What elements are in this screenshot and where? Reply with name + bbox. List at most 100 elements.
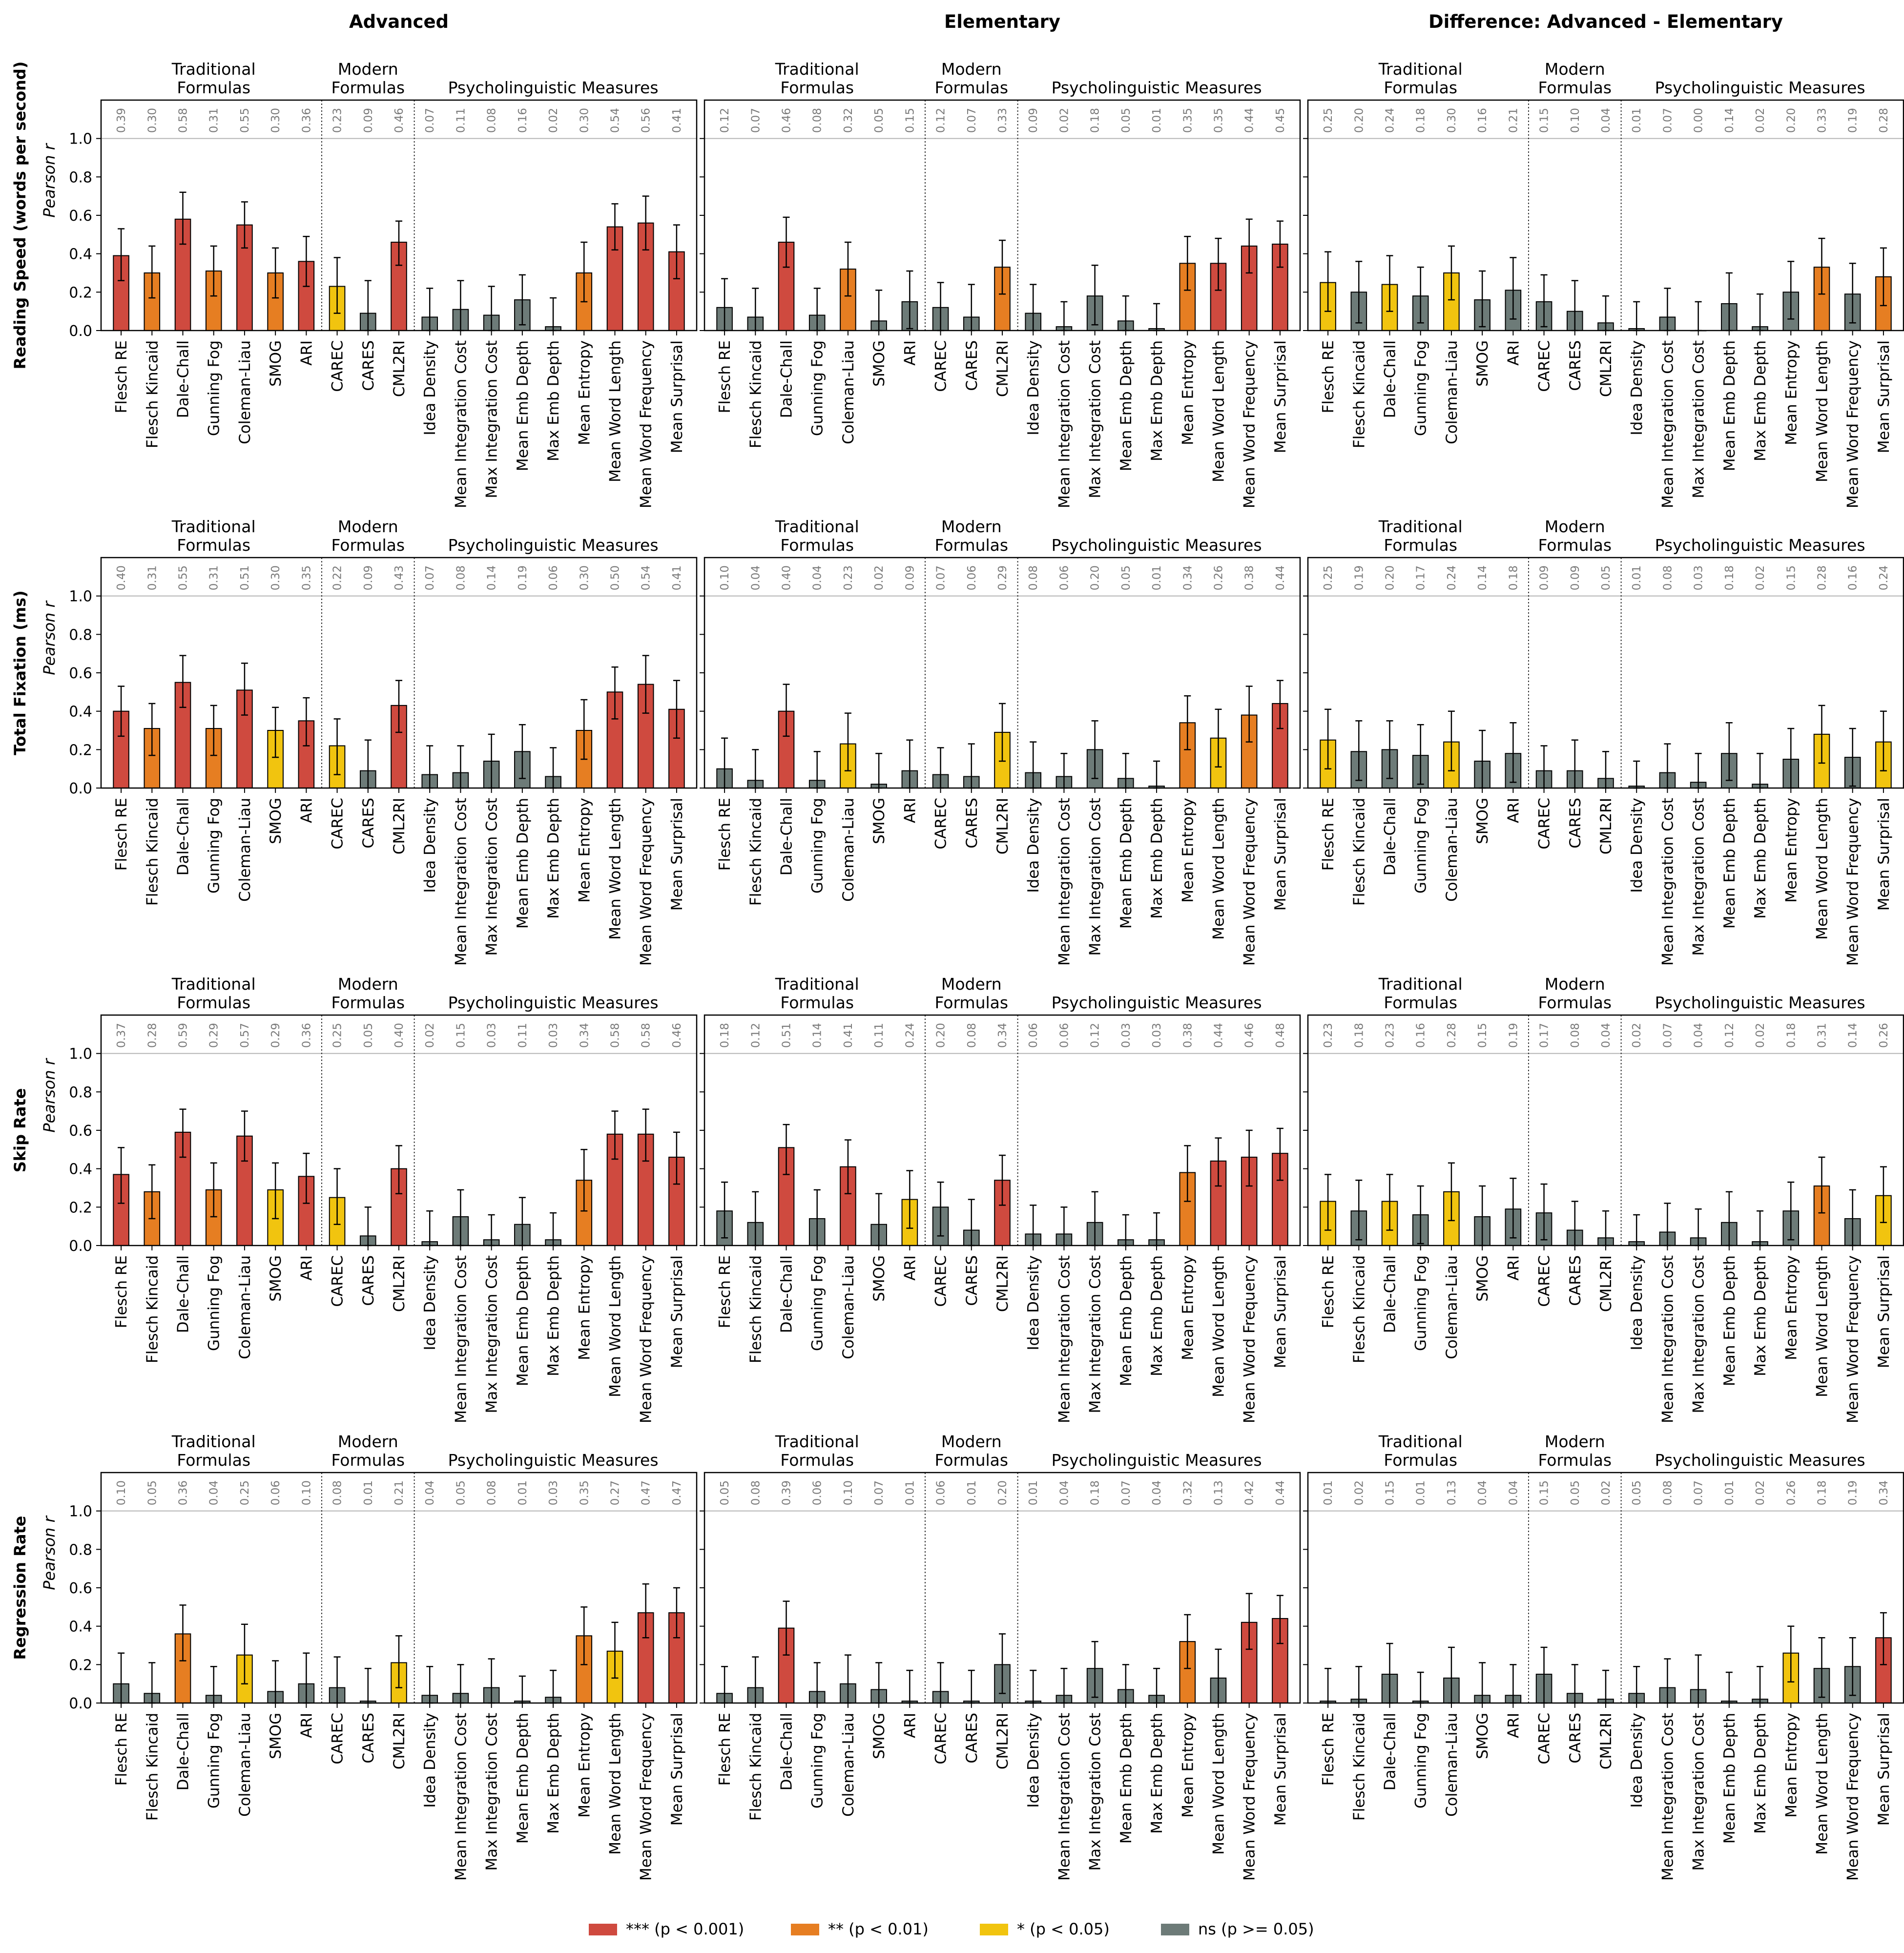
panel-frame bbox=[100, 1472, 698, 1704]
category-label: Dale-Chall bbox=[175, 1713, 192, 1790]
category-label: Coleman-Liau bbox=[236, 798, 254, 902]
category-label: Mean Entropy bbox=[1782, 798, 1800, 903]
value-label: 0.19 bbox=[1847, 108, 1860, 133]
category-label: Mean Word Frequency bbox=[638, 798, 655, 966]
category-label: Flesch RE bbox=[113, 1255, 130, 1328]
value-label: 0.03 bbox=[486, 1023, 498, 1048]
y-tick-label: 0.4 bbox=[69, 1161, 92, 1178]
group-label-line1: Modern bbox=[338, 60, 398, 79]
value-label: 0.13 bbox=[1446, 1480, 1458, 1505]
category-label: Mean Integration Cost bbox=[1055, 340, 1073, 508]
row-title-3: Regression Rate bbox=[11, 1516, 29, 1660]
group-label-line2: Psycholinguistic Measures bbox=[1052, 1451, 1262, 1470]
value-label: 0.07 bbox=[424, 108, 436, 133]
value-label: 0.05 bbox=[146, 1480, 159, 1505]
group-label-line2: Formulas bbox=[1538, 993, 1612, 1012]
value-label: 0.18 bbox=[1785, 1023, 1798, 1048]
category-label: Dale-Chall bbox=[778, 1713, 796, 1790]
value-label: 0.26 bbox=[1878, 1023, 1890, 1048]
value-label: 0.04 bbox=[811, 565, 824, 590]
legend-swatch bbox=[589, 1924, 617, 1935]
category-label: SMOG bbox=[267, 1713, 285, 1759]
group-label-line1: Modern bbox=[1545, 517, 1605, 536]
category-label: Gunning Fog bbox=[1412, 1255, 1430, 1351]
category-label: Mean Surprisal bbox=[1272, 1255, 1289, 1368]
category-label: Coleman-Liau bbox=[1443, 340, 1461, 444]
category-label: Coleman-Liau bbox=[1443, 1713, 1461, 1817]
group-label-line2: Psycholinguistic Measures bbox=[1052, 536, 1262, 555]
group-label-line2: Psycholinguistic Measures bbox=[1052, 993, 1262, 1012]
category-label: Mean Entropy bbox=[576, 340, 593, 445]
value-label: 0.12 bbox=[749, 1023, 762, 1048]
category-label: CML2RI bbox=[994, 1255, 1012, 1312]
category-label: Mean Integration Cost bbox=[1055, 1713, 1073, 1881]
value-label: 0.24 bbox=[1384, 108, 1397, 133]
category-label: Mean Integration Cost bbox=[1659, 1255, 1676, 1423]
value-label: 0.22 bbox=[331, 565, 344, 590]
value-label: 0.18 bbox=[1089, 1480, 1102, 1505]
value-label: 0.25 bbox=[239, 1480, 251, 1505]
value-label: 0.07 bbox=[1661, 108, 1674, 133]
category-label: Flesch RE bbox=[1320, 1255, 1337, 1328]
value-label: 0.14 bbox=[1847, 1023, 1860, 1048]
value-label: 0.11 bbox=[517, 1023, 529, 1048]
category-label: Dale-Chall bbox=[175, 798, 192, 875]
category-label: Mean Word Length bbox=[1210, 1255, 1227, 1397]
value-label: 0.08 bbox=[331, 1480, 344, 1505]
group-label-line2: Formulas bbox=[1538, 536, 1612, 555]
y-tick-label: 0.0 bbox=[69, 780, 92, 797]
value-label: 0.30 bbox=[578, 108, 591, 133]
category-label: Gunning Fog bbox=[1412, 1713, 1430, 1808]
value-label: 0.43 bbox=[393, 565, 406, 590]
category-label: CARES bbox=[1567, 1713, 1584, 1764]
value-label: 0.08 bbox=[1661, 565, 1674, 590]
category-label: Mean Integration Cost bbox=[1055, 798, 1073, 966]
value-label: 0.34 bbox=[1878, 1480, 1890, 1505]
y-tick-label: 0.0 bbox=[69, 1238, 92, 1255]
value-label: 0.20 bbox=[1353, 108, 1366, 133]
category-label: Mean Word Frequency bbox=[1844, 798, 1862, 966]
category-label: Mean Word Frequency bbox=[1844, 340, 1862, 508]
value-label: 0.04 bbox=[1600, 108, 1613, 133]
value-label: 0.26 bbox=[1785, 1480, 1798, 1505]
category-label: ARI bbox=[1505, 798, 1522, 823]
category-label: Max Integration Cost bbox=[483, 798, 501, 956]
group-label-line1: Modern bbox=[941, 60, 1002, 79]
category-label: CARES bbox=[1567, 798, 1584, 849]
category-label: Max Emb Depth bbox=[545, 1255, 562, 1376]
value-label: 0.01 bbox=[1631, 565, 1643, 590]
category-label: Max Integration Cost bbox=[483, 1713, 501, 1871]
category-label: Mean Emb Depth bbox=[1118, 798, 1135, 929]
category-label: Gunning Fog bbox=[206, 340, 223, 436]
category-label: Mean Emb Depth bbox=[514, 1255, 532, 1386]
value-label: 0.31 bbox=[146, 565, 159, 590]
category-label: Mean Entropy bbox=[1179, 1255, 1197, 1360]
value-label: 0.33 bbox=[996, 108, 1009, 133]
category-label: Gunning Fog bbox=[809, 798, 827, 893]
value-label: 0.02 bbox=[1058, 108, 1071, 133]
group-label-line2: Psycholinguistic Measures bbox=[1655, 78, 1865, 97]
value-label: 0.23 bbox=[1322, 1023, 1335, 1048]
category-label: SMOG bbox=[870, 798, 888, 844]
value-label: 0.38 bbox=[1243, 565, 1256, 590]
category-label: Max Integration Cost bbox=[1087, 1255, 1104, 1413]
value-label: 0.58 bbox=[177, 108, 190, 133]
group-label-line1: Traditional bbox=[1378, 1432, 1463, 1451]
category-label: Gunning Fog bbox=[1412, 798, 1430, 893]
value-label: 0.10 bbox=[842, 1480, 855, 1505]
value-label: 0.25 bbox=[331, 1023, 344, 1048]
category-label: Flesch RE bbox=[716, 1713, 734, 1786]
category-label: Dale-Chall bbox=[778, 1255, 796, 1333]
value-label: 0.07 bbox=[1661, 1023, 1674, 1048]
value-label: 0.12 bbox=[935, 108, 948, 133]
group-label-line2: Psycholinguistic Measures bbox=[448, 78, 659, 97]
value-label: 0.56 bbox=[640, 108, 653, 133]
panel-frame bbox=[100, 1014, 698, 1247]
category-label: Mean Word Frequency bbox=[1241, 798, 1259, 966]
value-label: 0.01 bbox=[1723, 1480, 1736, 1505]
y-tick-label: 0.2 bbox=[69, 742, 92, 759]
value-label: 0.54 bbox=[609, 108, 621, 133]
